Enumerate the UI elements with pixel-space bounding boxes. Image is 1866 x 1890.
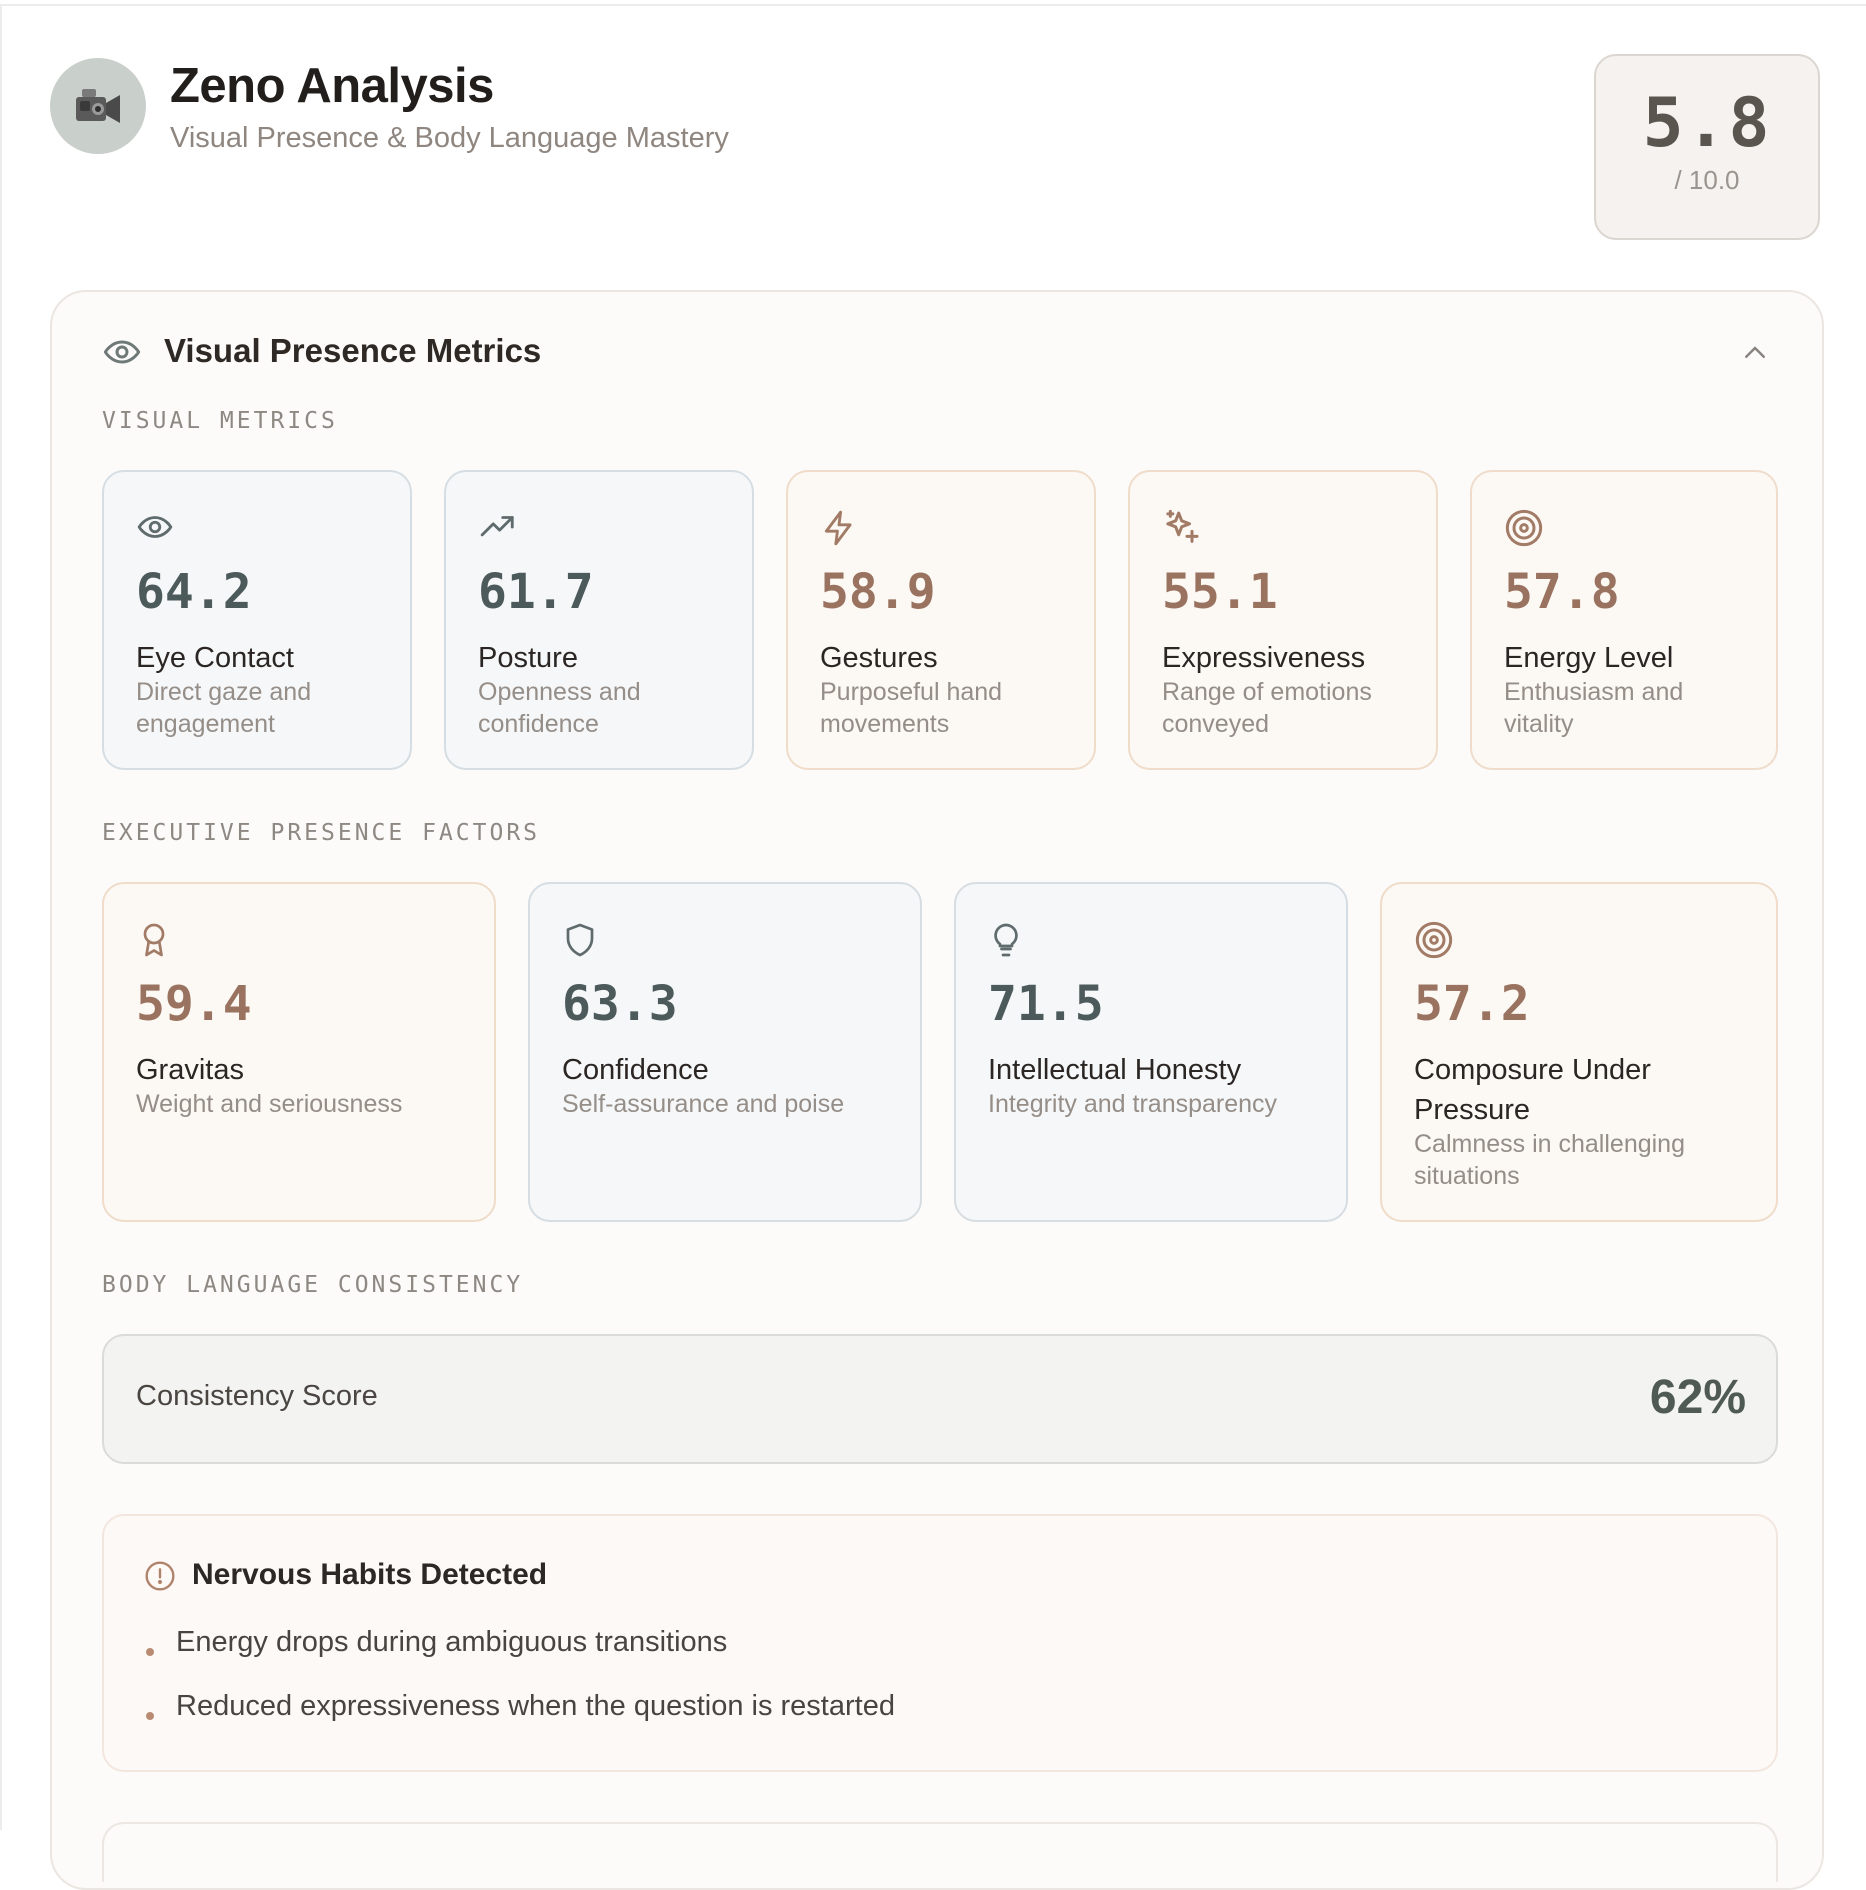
factor-value: 59.4	[136, 976, 252, 1032]
metric-value: 61.7	[478, 564, 594, 620]
factor-description: Integrity and transparency	[988, 1090, 1278, 1118]
overall-score-card: 5.8 / 10.0	[1594, 54, 1820, 240]
metric-card-gestures[interactable]: 58.9 Gestures Purposeful hand movements	[786, 470, 1096, 770]
metric-value: 64.2	[136, 564, 252, 620]
lightning-icon	[824, 510, 852, 546]
metric-card-expressiveness[interactable]: 55.1 Expressiveness Range of emotions co…	[1128, 470, 1438, 770]
section-label-executive-presence: EXECUTIVE PRESENCE FACTORS	[102, 820, 541, 846]
metric-description: Purposeful hand movements	[820, 678, 1003, 738]
habit-text: Reduced expressiveness when the question…	[176, 1690, 895, 1722]
metric-card-energy-level[interactable]: 57.8 Energy Level Enthusiasm and vitalit…	[1470, 470, 1778, 770]
section-label-body-language: BODY LANGUAGE CONSISTENCY	[102, 1272, 524, 1298]
metric-value: 55.1	[1162, 564, 1278, 620]
habit-text: Energy drops during ambiguous transition…	[176, 1626, 728, 1658]
consistency-score-value: 62%	[1649, 1371, 1746, 1424]
bullet	[146, 1712, 154, 1720]
target-icon	[1505, 509, 1543, 547]
metric-name: Expressiveness	[1162, 642, 1366, 674]
trending-up-icon	[480, 516, 514, 537]
page-subtitle: Visual Presence & Body Language Mastery	[170, 122, 729, 154]
list-item: Reduced expressiveness when the question…	[144, 1686, 895, 1750]
consistency-score-label: Consistency Score	[136, 1380, 378, 1412]
page-title: Zeno Analysis	[170, 59, 494, 113]
metric-description: Range of emotions conveyed	[1162, 678, 1372, 738]
nervous-habits-title: Nervous Habits Detected	[192, 1558, 548, 1591]
nervous-habits-list: Energy drops during ambiguous transition…	[144, 1622, 895, 1750]
overall-score-max: / 10.0	[1674, 165, 1740, 195]
factor-card-confidence[interactable]: 63.3 Confidence Self-assurance and poise	[528, 882, 922, 1222]
chevron-up-icon[interactable]	[1740, 338, 1770, 368]
lightbulb-icon	[994, 923, 1018, 957]
eye-icon	[137, 516, 173, 538]
next-section-card	[102, 1822, 1778, 1882]
factor-name: Composure Under Pressure	[1414, 1054, 1651, 1126]
metric-card-posture[interactable]: 61.7 Posture Openness and confidence	[444, 470, 754, 770]
metric-description: Openness and confidence	[478, 678, 641, 738]
sparkles-icon	[1166, 509, 1199, 543]
factor-name: Gravitas	[136, 1054, 244, 1086]
shield-icon	[566, 923, 594, 957]
factor-card-intellectual-honesty[interactable]: 71.5 Intellectual Honesty Integrity and …	[954, 882, 1348, 1222]
section-label-visual-metrics: VISUAL METRICS	[102, 408, 338, 434]
alert-circle-icon	[145, 1561, 175, 1591]
factor-value: 71.5	[988, 976, 1104, 1032]
nervous-habits-card: Nervous Habits Detected Energy drops dur…	[102, 1514, 1778, 1772]
panel-title: Visual Presence Metrics	[164, 332, 542, 369]
metric-name: Gestures	[820, 642, 938, 674]
factor-card-gravitas[interactable]: 59.4 Gravitas Weight and seriousness	[102, 882, 496, 1222]
metric-description: Direct gaze and engagement	[136, 678, 312, 738]
factor-description: Self-assurance and poise	[562, 1090, 845, 1118]
metric-value: 57.8	[1504, 564, 1620, 620]
factor-value: 63.3	[562, 976, 678, 1032]
metric-name: Energy Level	[1504, 642, 1674, 674]
factor-card-composure[interactable]: 57.2 Composure Under Pressure Calmness i…	[1380, 882, 1778, 1222]
target-icon	[1415, 921, 1453, 959]
metric-name: Eye Contact	[136, 642, 294, 674]
avatar	[50, 58, 146, 154]
metric-name: Posture	[478, 642, 578, 674]
factor-name: Intellectual Honesty	[988, 1054, 1242, 1086]
eye-icon	[103, 340, 141, 364]
list-item: Energy drops during ambiguous transition…	[144, 1622, 895, 1686]
bullet	[146, 1648, 154, 1656]
overall-score-value: 5.8	[1642, 84, 1772, 163]
award-icon	[143, 923, 165, 957]
page-frame	[0, 4, 1866, 1830]
consistency-score-bar: Consistency Score 62%	[102, 1334, 1778, 1464]
factor-value: 57.2	[1414, 976, 1530, 1032]
visual-presence-panel: Visual Presence Metrics VISUAL METRICS 6…	[50, 290, 1824, 1890]
metric-description: Enthusiasm and vitality	[1504, 678, 1684, 738]
factor-description: Calmness in challenging situations	[1414, 1130, 1685, 1190]
video-camera-icon	[76, 89, 120, 123]
factor-description: Weight and seriousness	[136, 1090, 403, 1118]
metric-value: 58.9	[820, 564, 936, 620]
factor-name: Confidence	[562, 1054, 709, 1086]
metric-card-eye-contact[interactable]: 64.2 Eye Contact Direct gaze and engagem…	[102, 470, 412, 770]
